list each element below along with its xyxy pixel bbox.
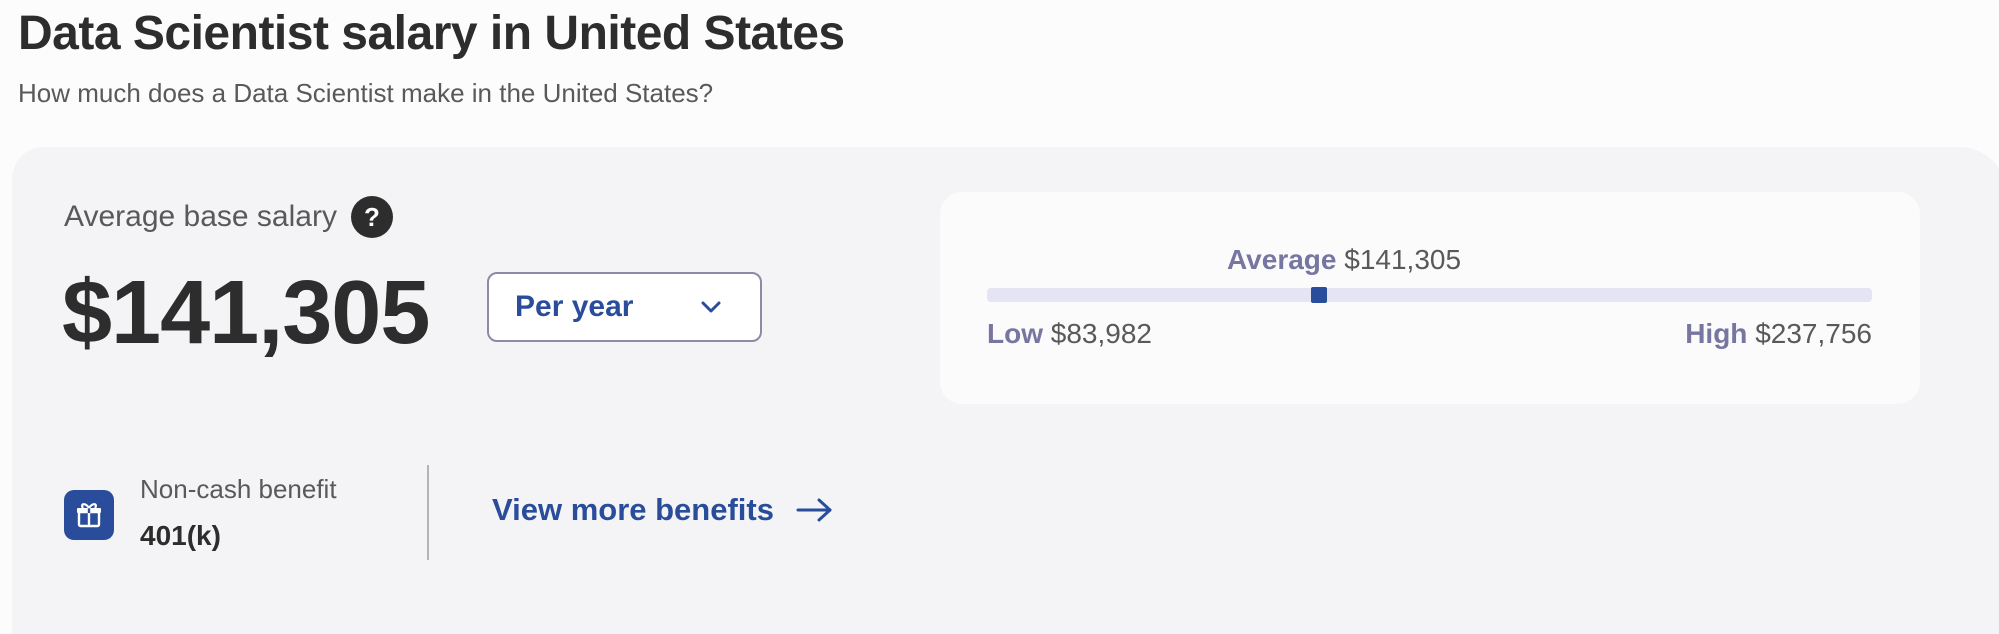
page-title: Data Scientist salary in United States <box>18 7 845 60</box>
benefit-value: 401(k) <box>140 520 221 551</box>
range-low-key: Low <box>987 318 1043 349</box>
range-low-label: Low $83,982 <box>987 318 1152 350</box>
view-more-benefits-link[interactable]: View more benefits <box>492 492 834 528</box>
help-icon[interactable]: ? <box>350 196 393 238</box>
range-average-label: Average $141,305 <box>1227 244 1461 276</box>
range-high-value: $237,756 <box>1755 318 1872 349</box>
gift-icon <box>64 490 114 540</box>
average-salary-marker <box>1310 287 1327 303</box>
salary-amount: $141,305 <box>62 263 430 363</box>
pay-period-dropdown[interactable]: Per year <box>487 272 762 342</box>
salary-range-bar <box>987 287 1872 303</box>
pay-period-value: Per year <box>515 290 634 323</box>
range-high-label: High $237,756 <box>1685 318 1872 350</box>
range-high-key: High <box>1685 318 1748 349</box>
page-subtitle: How much does a Data Scientist make in t… <box>18 78 714 108</box>
average-salary-label: Average base salary <box>64 200 337 233</box>
view-more-benefits-label: View more benefits <box>492 492 774 527</box>
range-average-value: $141,305 <box>1344 244 1462 275</box>
range-average-key: Average <box>1227 244 1337 275</box>
chevron-down-icon <box>700 300 722 314</box>
arrow-right-icon <box>796 497 834 523</box>
range-low-value: $83,982 <box>1050 318 1152 349</box>
benefit-caption: Non-cash benefit <box>140 474 337 504</box>
vertical-divider <box>427 465 429 560</box>
average-salary-label-row: Average base salary ? <box>64 196 393 238</box>
